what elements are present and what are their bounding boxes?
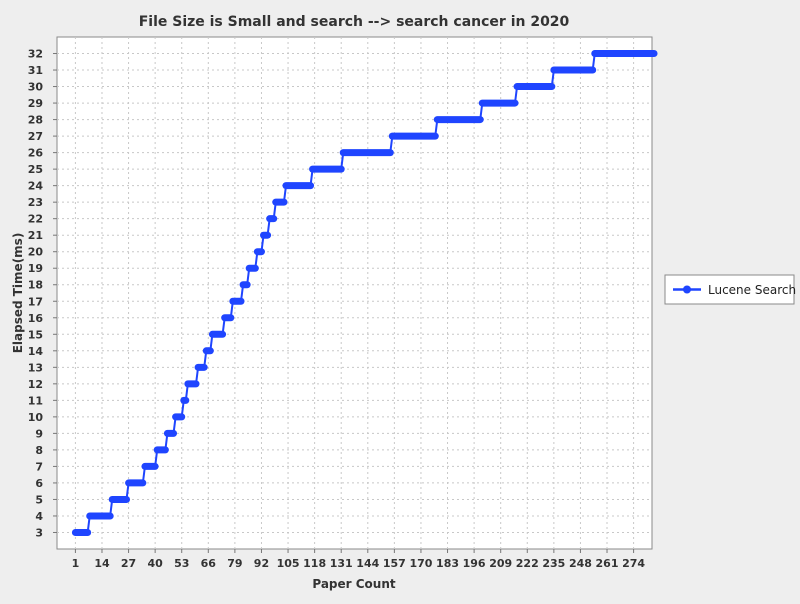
y-tick-label: 16 <box>28 312 44 325</box>
y-tick-label: 7 <box>35 460 43 473</box>
x-tick-label: 235 <box>542 557 565 570</box>
y-tick-label: 26 <box>28 147 44 160</box>
y-tick-label: 25 <box>28 163 43 176</box>
x-tick-label: 170 <box>409 557 432 570</box>
legend-marker-icon <box>683 285 691 294</box>
y-axis-label: Elapsed Time(ms) <box>11 233 25 354</box>
x-tick-label: 40 <box>147 557 163 570</box>
x-tick-label: 274 <box>622 557 645 570</box>
legend-label: Lucene Search <box>708 283 796 297</box>
x-tick-label: 248 <box>569 557 592 570</box>
y-tick-label: 24 <box>28 180 44 193</box>
x-tick-label: 118 <box>303 557 326 570</box>
axis-ticks: 3 4 5 6 7 8 9 10 11 12 13 14 15 16 17 18 19 20 21 22 23 24 25 2… <box>28 48 646 570</box>
plot-area <box>56 36 653 550</box>
y-tick-label: 11 <box>28 394 43 407</box>
y-tick-label: 10 <box>28 411 44 424</box>
legend: Lucene Search <box>664 274 796 305</box>
y-tick-label: 8 <box>35 444 43 457</box>
y-tick-label: 6 <box>35 477 43 490</box>
y-tick-label: 15 <box>28 328 43 341</box>
y-tick-label: 32 <box>28 48 43 61</box>
x-tick-label: 27 <box>121 557 136 570</box>
series-lucene-search <box>71 50 658 536</box>
x-tick-label: 261 <box>596 557 619 570</box>
y-tick-label: 27 <box>28 130 43 143</box>
y-tick-label: 30 <box>28 81 44 94</box>
x-tick-label: 66 <box>201 557 217 570</box>
y-tick-label: 18 <box>28 279 43 292</box>
x-tick-label: 183 <box>436 557 459 570</box>
y-tick-label: 20 <box>28 246 44 259</box>
y-tick-label: 31 <box>28 64 43 77</box>
x-tick-label: 196 <box>463 557 486 570</box>
x-tick-label: 14 <box>94 557 110 570</box>
y-tick-label: 28 <box>28 114 43 127</box>
y-tick-label: 9 <box>35 427 43 440</box>
x-axis-label: Paper Count <box>312 577 396 591</box>
x-tick-label: 209 <box>489 557 512 570</box>
y-tick-label: 3 <box>35 526 43 539</box>
x-tick-label: 79 <box>227 557 242 570</box>
x-tick-label: 1 <box>72 557 80 570</box>
x-tick-label: 105 <box>277 557 300 570</box>
y-tick-label: 12 <box>28 378 43 391</box>
chart-title: File Size is Small and search --> search… <box>139 14 570 30</box>
y-tick-label: 17 <box>28 295 43 308</box>
y-tick-label: 13 <box>28 361 43 374</box>
y-tick-label: 23 <box>28 196 43 209</box>
y-tick-label: 14 <box>28 345 44 358</box>
y-tick-label: 29 <box>28 97 43 110</box>
x-tick-label: 53 <box>174 557 189 570</box>
x-tick-label: 144 <box>356 557 379 570</box>
x-tick-label: 131 <box>330 557 353 570</box>
x-tick-label: 222 <box>516 557 539 570</box>
x-tick-label: 92 <box>254 557 269 570</box>
y-tick-label: 5 <box>35 493 43 506</box>
y-tick-label: 19 <box>28 262 43 275</box>
y-tick-label: 21 <box>28 229 43 242</box>
y-tick-label: 4 <box>35 510 43 523</box>
x-tick-label: 157 <box>383 557 406 570</box>
y-tick-label: 22 <box>28 213 43 226</box>
